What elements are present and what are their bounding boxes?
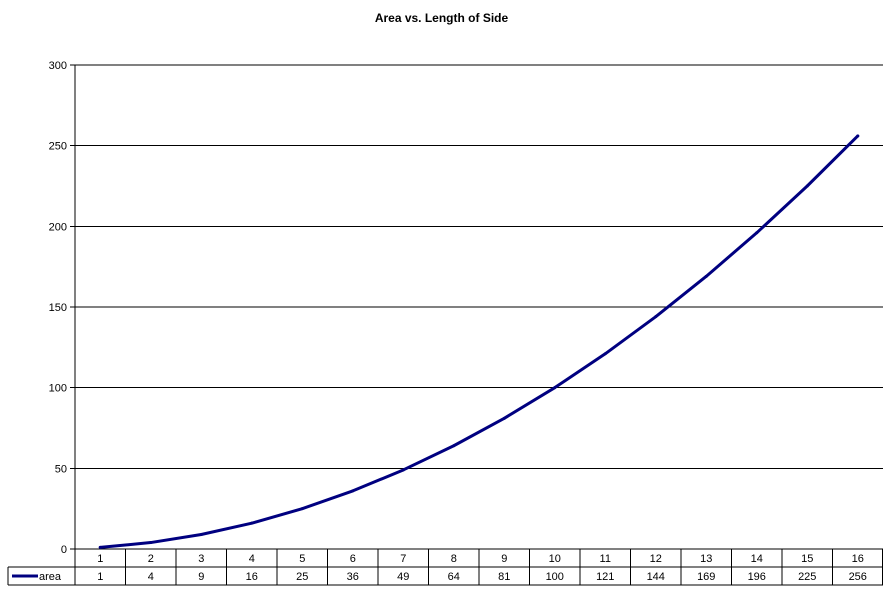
x-category-label: 2 <box>148 553 154 565</box>
x-category-label: 9 <box>501 553 507 565</box>
y-tick-label: 50 <box>55 463 67 475</box>
data-table-value: 4 <box>148 571 154 583</box>
data-table-value: 49 <box>397 571 409 583</box>
data-point-area <box>199 532 203 536</box>
x-category-label: 15 <box>801 553 813 565</box>
data-point-area <box>704 274 708 278</box>
y-tick-label: 150 <box>49 302 67 314</box>
data-table-value: 36 <box>347 571 359 583</box>
x-category-label: 6 <box>350 553 356 565</box>
x-category-label: 11 <box>600 553 611 565</box>
data-table-value: 16 <box>246 571 258 583</box>
data-table-value: 64 <box>448 571 460 583</box>
data-point-area <box>805 184 809 188</box>
data-point-area <box>603 352 607 356</box>
data-point-area <box>300 507 304 511</box>
x-category-label: 5 <box>299 553 305 565</box>
y-tick-label: 0 <box>61 544 67 556</box>
y-tick-label: 250 <box>49 141 67 153</box>
x-category-label: 4 <box>249 553 255 565</box>
data-point-area <box>755 231 759 235</box>
data-table-value: 169 <box>697 571 715 583</box>
data-table-value: 9 <box>198 571 204 583</box>
y-tick-label: 200 <box>49 221 67 233</box>
data-table-value: 81 <box>498 571 510 583</box>
x-category-label: 1 <box>97 553 103 565</box>
x-category-label: 16 <box>852 553 864 565</box>
series-line-area <box>98 134 860 549</box>
data-point-area <box>553 386 557 390</box>
data-table-value: 144 <box>647 571 665 583</box>
x-category-label: 10 <box>549 553 561 565</box>
data-table-value: 196 <box>748 571 766 583</box>
chart-title: Area vs. Length of Side <box>374 11 509 25</box>
x-category-label: 13 <box>700 553 712 565</box>
x-category-label: 14 <box>751 553 763 565</box>
legend-label-area: area <box>39 571 62 583</box>
y-tick-label: 300 <box>49 60 67 72</box>
x-category-label: 3 <box>198 553 204 565</box>
data-point-area <box>401 468 405 472</box>
data-point-area <box>149 541 153 545</box>
x-category-label: 7 <box>400 553 406 565</box>
data-table-value: 225 <box>798 571 816 583</box>
data-point-area <box>502 416 506 420</box>
data-table-value: 25 <box>296 571 308 583</box>
data-table-value: 1 <box>97 571 103 583</box>
data-point-area <box>250 521 254 525</box>
data-point-area <box>351 489 355 493</box>
x-category-label: 8 <box>451 553 457 565</box>
data-table-value: 256 <box>849 571 867 583</box>
data-point-area <box>654 315 658 319</box>
data-point-area <box>856 134 860 138</box>
y-tick-label: 100 <box>49 383 67 395</box>
x-category-label: 12 <box>650 553 662 565</box>
data-table-value: 121 <box>596 571 614 583</box>
data-point-area <box>98 545 102 549</box>
data-table-value: 100 <box>546 571 564 583</box>
data-point-area <box>452 444 456 448</box>
